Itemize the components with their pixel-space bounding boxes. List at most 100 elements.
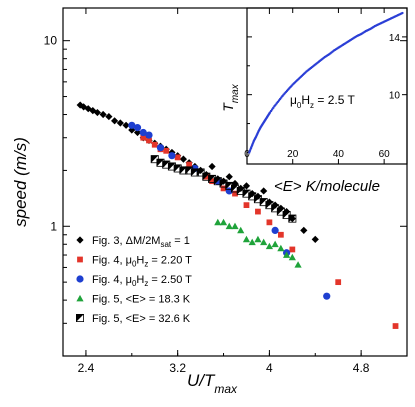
inset-series-0 [248, 11, 404, 154]
data-point [288, 214, 296, 223]
y-tick-label: 1 [50, 219, 57, 233]
data-point [225, 222, 233, 230]
legend-label: Fig. 5, <E> = 32.6 K [92, 313, 191, 325]
inset-x-tick-label: 20 [287, 149, 299, 160]
inset-axes: 0 20 40 60 10 14 [244, 8, 407, 164]
data-point [139, 128, 147, 137]
data-point [266, 219, 273, 226]
data-point [219, 179, 228, 188]
data-point [219, 218, 228, 226]
data-point [288, 214, 297, 223]
x-tick-label: 4.8 [353, 361, 370, 375]
legend-entry: Fig. 5, <E> = 18.3 K [76, 294, 191, 306]
data-point [208, 175, 216, 183]
data-point [260, 198, 268, 206]
data-point [232, 190, 238, 197]
series-1 [140, 134, 399, 329]
data-point [225, 173, 233, 181]
data-point [277, 207, 285, 216]
inset-x-tick-label: 0 [244, 149, 250, 160]
x-tick-label: 2.4 [78, 361, 95, 375]
data-point [209, 178, 215, 185]
data-point [283, 251, 291, 258]
main-axes: 2.4 3.2 4 4.8 1 10 [44, 8, 407, 375]
data-point [196, 168, 205, 177]
legend-marker [76, 275, 84, 283]
data-point [294, 261, 302, 268]
data-point [254, 235, 262, 243]
data-point [260, 187, 268, 195]
data-point [116, 119, 124, 127]
inset-x-tick-label: 60 [379, 149, 391, 160]
data-point [242, 235, 251, 243]
inset-annotation: μ0Hz = 2.5 T [290, 93, 356, 110]
legend-marker [76, 294, 84, 302]
x-axis-label-sub: max [214, 382, 238, 396]
data-point [271, 204, 279, 212]
data-point [179, 155, 187, 163]
data-point [225, 182, 233, 190]
data-point [283, 211, 291, 219]
data-point [271, 240, 279, 248]
data-point [231, 184, 239, 192]
data-point [140, 134, 147, 141]
series-3 [214, 218, 302, 268]
data-point [214, 218, 222, 226]
data-point [122, 121, 130, 129]
data-point [248, 238, 256, 246]
data-point [288, 253, 296, 261]
legend-entry: Fig. 4, μ0Hz = 2.50 T [76, 274, 192, 288]
data-point [146, 137, 152, 144]
y-tick-label: 10 [44, 34, 58, 48]
data-point [208, 162, 216, 171]
legend-label: Fig. 4, μ0Hz = 2.50 T [92, 274, 192, 288]
data-point [168, 162, 176, 171]
series-4 [150, 155, 297, 223]
main-data-marks [76, 101, 399, 329]
inset-y-axis-label: Tmax [220, 83, 241, 111]
legend-marker [76, 313, 85, 322]
inset-y-tick-label: 14 [389, 33, 401, 44]
data-point [265, 242, 273, 250]
data-point [220, 185, 227, 192]
data-point [243, 202, 250, 209]
legend-entry: Fig. 4, μ0Hz = 2.20 T [77, 255, 192, 269]
data-point [335, 279, 342, 286]
main-plot-frame [62, 7, 408, 357]
data-point [237, 226, 245, 234]
data-point [392, 323, 399, 329]
data-point [133, 124, 142, 132]
legend-entry: Fig. 5, <E> = 32.6 K [76, 313, 191, 325]
legend-marker [77, 256, 83, 263]
data-point [311, 235, 319, 243]
x-axis-label: U/Tmax [187, 371, 238, 396]
data-point [145, 131, 153, 139]
data-point [186, 161, 193, 168]
legend-marker [76, 236, 84, 244]
inset-x-tick-label: 40 [333, 149, 345, 160]
data-point [99, 110, 107, 119]
data-point [242, 189, 251, 198]
inset-data-marks [248, 11, 404, 154]
data-point [289, 246, 296, 253]
data-point [277, 231, 284, 238]
legend-label: Fig. 5, <E> = 18.3 K [92, 294, 191, 306]
data-point [168, 152, 176, 160]
data-point [255, 208, 261, 215]
data-point [80, 103, 88, 111]
data-point [323, 292, 331, 300]
data-point [93, 108, 101, 117]
inset-y-tick-label: 10 [389, 91, 401, 102]
data-point [277, 244, 285, 252]
data-point [163, 147, 170, 154]
legend: Fig. 3, ΔM/2Msat = 1 Fig. 4, μ0Hz = 2.20 … [76, 235, 192, 325]
x-tick-label: 3.2 [169, 361, 186, 375]
legend-label: Fig. 3, ΔM/2Msat = 1 [92, 235, 190, 249]
data-point [254, 195, 262, 203]
legend-entry: Fig. 3, ΔM/2Msat = 1 [76, 235, 190, 249]
data-point [156, 144, 165, 152]
data-point [271, 226, 279, 235]
data-point [105, 112, 113, 121]
legend-marker [76, 314, 84, 322]
